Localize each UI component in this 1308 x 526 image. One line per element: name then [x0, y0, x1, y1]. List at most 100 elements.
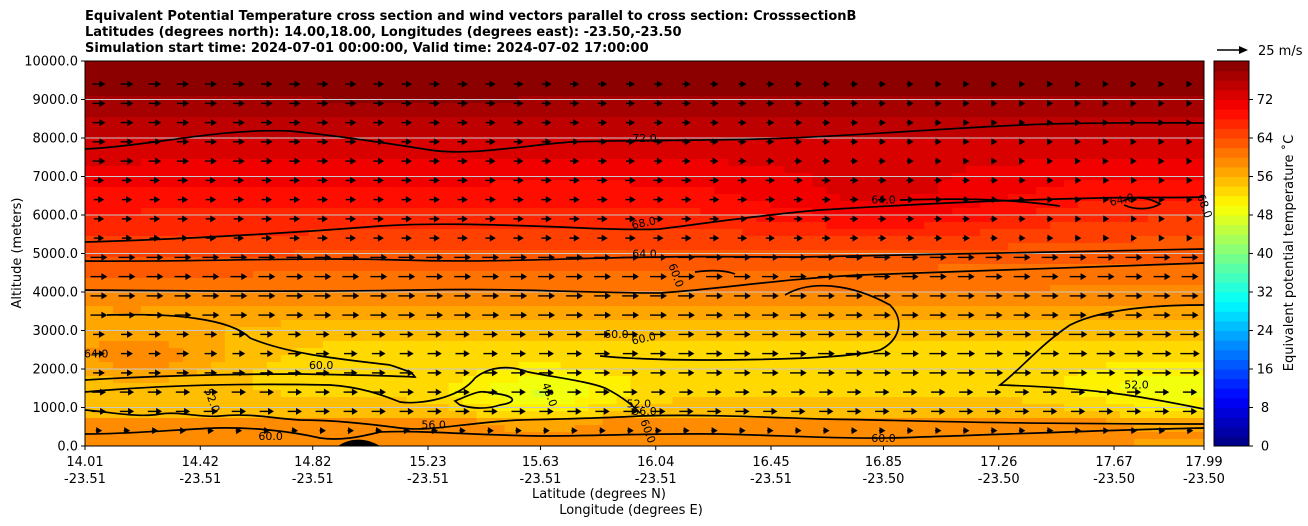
field-cell — [1050, 208, 1065, 216]
wind-arrow-head — [264, 427, 271, 435]
field-cell — [1190, 390, 1204, 398]
field-cell — [910, 131, 925, 139]
field-cell — [85, 425, 100, 433]
field-cell — [210, 75, 226, 83]
field-cell — [588, 257, 604, 265]
field-cell — [896, 348, 911, 356]
field-cell — [350, 166, 366, 174]
field-cell — [714, 390, 730, 398]
field-cell — [980, 215, 995, 223]
field-cell — [714, 194, 730, 202]
wind-arrow-head — [1023, 388, 1030, 396]
field-cell — [868, 278, 883, 286]
field-cell — [1036, 89, 1051, 97]
field-cell — [112, 166, 128, 174]
field-cell — [112, 348, 128, 356]
chart-title-line-3: Simulation start time: 2024-07-01 00:00:… — [85, 41, 649, 56]
field-cell — [994, 201, 1009, 209]
field-cell — [686, 215, 702, 223]
field-cell — [294, 222, 310, 230]
field-cell — [784, 89, 799, 97]
wind-arrow-head — [913, 350, 919, 358]
field-cell — [1050, 236, 1065, 244]
field-cell — [742, 222, 757, 230]
field-cell — [448, 278, 464, 286]
field-cell — [714, 236, 730, 244]
field-cell — [966, 271, 981, 279]
field-cell — [210, 208, 226, 216]
field-cell — [476, 418, 492, 426]
field-cell — [574, 61, 590, 69]
field-cell — [672, 89, 688, 97]
field-cell — [644, 180, 660, 188]
field-cell — [588, 229, 604, 237]
field-cell — [154, 432, 170, 440]
field-cell — [742, 187, 757, 195]
field-cell — [532, 411, 548, 419]
field-cell — [168, 355, 184, 363]
field-cell — [910, 110, 925, 118]
field-cell — [294, 425, 310, 433]
field-cell — [602, 103, 618, 111]
field-cell — [728, 103, 744, 111]
field-cell — [1162, 383, 1177, 391]
field-cell — [686, 320, 702, 328]
field-cell — [924, 390, 939, 398]
field-cell — [910, 166, 925, 174]
field-cell — [1036, 124, 1051, 132]
field-cell — [994, 306, 1009, 314]
field-cell — [112, 194, 128, 202]
field-cell — [826, 138, 841, 146]
field-cell — [910, 439, 925, 446]
field-cell — [854, 82, 869, 90]
field-cell — [1134, 180, 1149, 188]
field-cell — [238, 341, 254, 349]
field-cell — [560, 271, 576, 279]
field-cell — [504, 334, 520, 342]
field-cell — [434, 166, 450, 174]
field-cell — [85, 152, 100, 160]
field-cell — [182, 432, 198, 440]
field-cell — [364, 229, 380, 237]
field-cell — [112, 369, 128, 377]
wind-arrow-head — [716, 330, 723, 338]
field-cell — [658, 68, 674, 76]
field-cell — [882, 439, 897, 446]
field-cell — [224, 369, 240, 377]
field-cell — [126, 285, 142, 293]
field-cell — [196, 362, 212, 370]
field-cell — [938, 334, 953, 342]
field-cell — [882, 124, 897, 132]
field-cell — [714, 187, 730, 195]
field-cell — [924, 383, 939, 391]
field-cell — [462, 355, 478, 363]
wind-arrow-head — [295, 369, 302, 377]
field-cell — [182, 152, 198, 160]
field-cell — [294, 131, 310, 139]
field-cell — [728, 278, 744, 286]
field-cell — [280, 145, 296, 153]
field-cell — [812, 243, 827, 251]
field-cell — [448, 68, 464, 76]
field-cell — [168, 222, 184, 230]
field-cell — [112, 215, 128, 223]
field-cell — [280, 278, 296, 286]
wind-arrow-head — [519, 407, 526, 415]
field-cell — [532, 425, 548, 433]
field-cell — [308, 208, 324, 216]
field-cell — [630, 362, 646, 370]
field-cell — [98, 215, 114, 223]
field-cell — [210, 278, 226, 286]
field-cell — [1036, 68, 1051, 76]
field-cell — [812, 236, 827, 244]
field-cell — [896, 334, 911, 342]
field-cell — [994, 313, 1009, 321]
field-cell — [392, 180, 408, 188]
field-cell — [448, 313, 464, 321]
contour-line — [453, 390, 514, 409]
field-cell — [448, 208, 464, 216]
field-cell — [392, 110, 408, 118]
wind-arrow-head — [913, 330, 919, 338]
field-cell — [476, 334, 492, 342]
field-cell — [994, 229, 1009, 237]
